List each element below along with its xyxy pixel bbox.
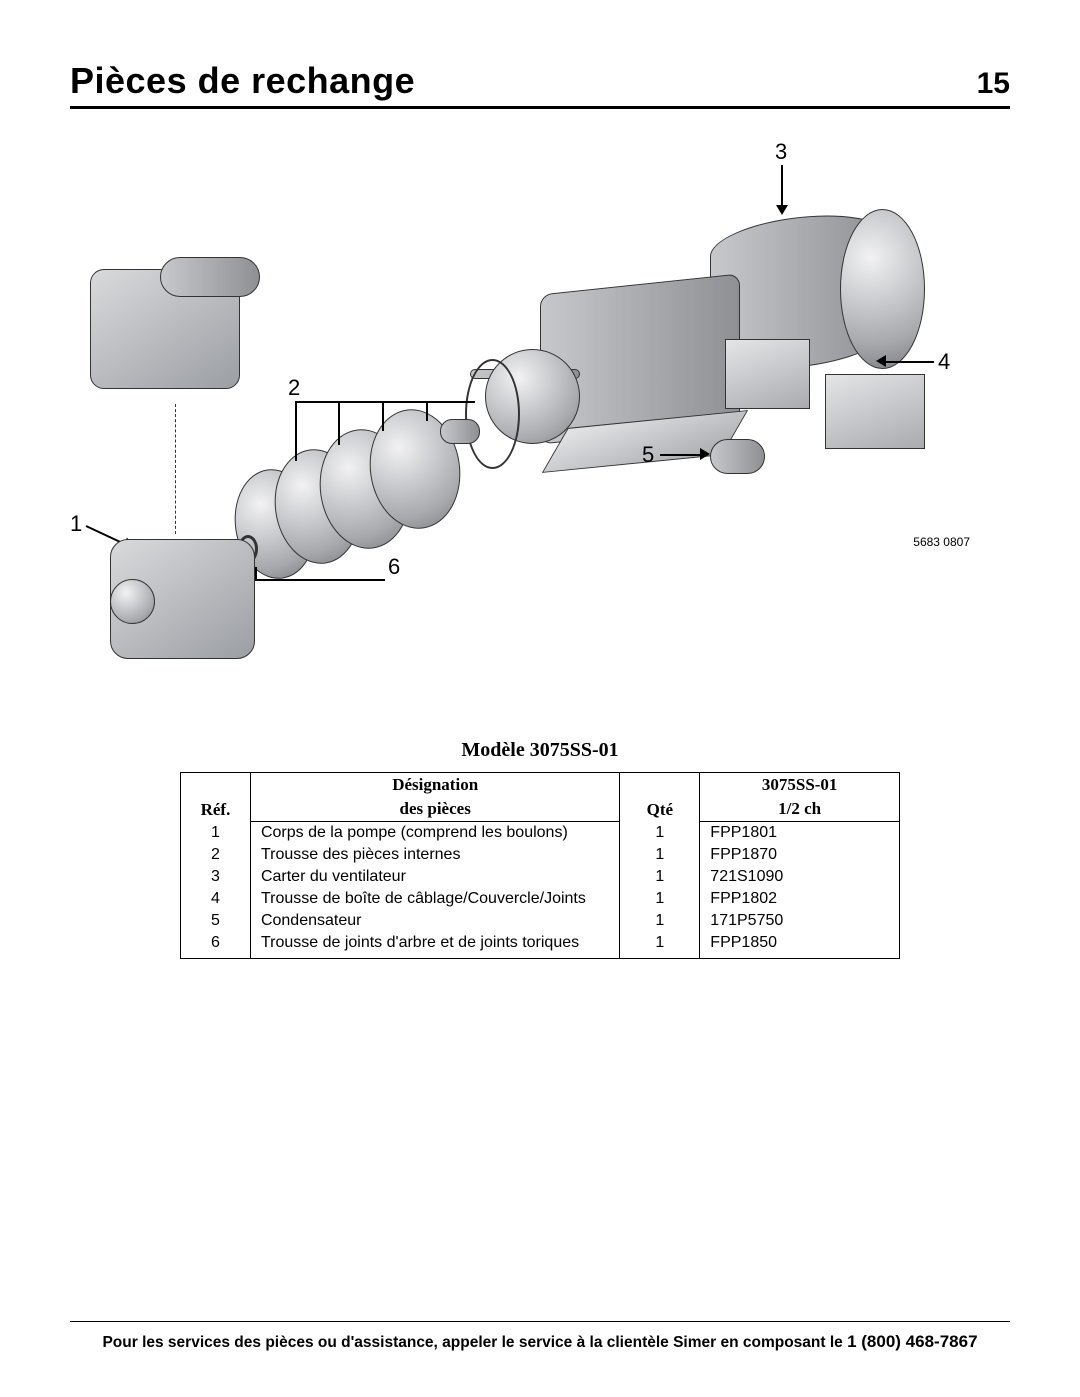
col-designation-l1: Désignation: [250, 773, 619, 798]
table-row: 6 Trousse de joints d'arbre et de joints…: [181, 932, 900, 959]
parts-table: Réf. Désignation Qté 3075SS-01 des pièce…: [180, 772, 900, 959]
callout-2-label: 2: [288, 375, 300, 400]
page-header: Pièces de rechange 15: [70, 60, 1010, 109]
callout-1-label: 1: [70, 511, 82, 536]
col-ref: Réf.: [181, 773, 251, 822]
callout-4-label: 4: [938, 349, 950, 374]
table-row: 5 Condensateur 1 171P5750: [181, 910, 900, 932]
page-number: 15: [977, 67, 1010, 101]
parts-tbody: 1 Corps de la pompe (comprend les boulon…: [181, 822, 900, 959]
page-title: Pièces de rechange: [70, 60, 415, 102]
footer: Pour les services des pièces ou d'assist…: [70, 1321, 1010, 1352]
callout-4: 4: [938, 349, 950, 375]
exploded-diagram: 3 4 5: [70, 139, 1010, 699]
col-model-l1: 3075SS-01: [700, 773, 900, 798]
callout-5-label: 5: [642, 442, 654, 467]
footer-text: Pour les services des pièces ou d'assist…: [102, 1334, 847, 1351]
col-qty: Qté: [620, 773, 700, 822]
table-row: 4 Trousse de boîte de câblage/Couvercle/…: [181, 888, 900, 910]
drawing-number: 5683 0807: [913, 535, 970, 549]
callout-6: 6: [388, 554, 400, 580]
callout-6-label: 6: [388, 554, 400, 579]
callout-1: 1: [70, 511, 82, 537]
footer-phone: 1 (800) 468-7867: [847, 1332, 977, 1351]
col-model-l2: 1/2 ch: [700, 797, 900, 822]
col-designation-l2: des pièces: [250, 797, 619, 822]
callout-3-label: 3: [775, 139, 787, 164]
table-row: 2 Trousse des pièces internes 1 FPP1870: [181, 844, 900, 866]
model-title: Modèle 3075SS-01: [70, 739, 1010, 762]
table-row: 3 Carter du ventilateur 1 721S1090: [181, 866, 900, 888]
page: Pièces de rechange 15 3 4: [0, 0, 1080, 1397]
callout-5: 5: [642, 442, 654, 468]
callout-2: 2: [288, 375, 300, 401]
callout-3: 3: [775, 139, 787, 165]
table-row: 1 Corps de la pompe (comprend les boulon…: [181, 822, 900, 845]
